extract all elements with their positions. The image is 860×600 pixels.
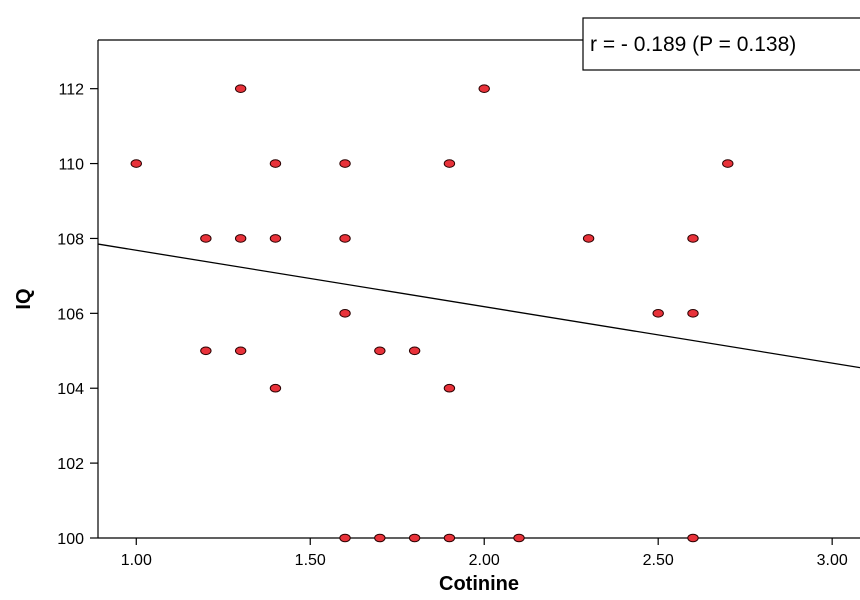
x-axis-title: Cotinine <box>439 573 519 595</box>
data-point <box>234 84 247 93</box>
y-tick-label: 108 <box>57 231 84 248</box>
data-point <box>269 383 282 393</box>
y-tick-label: 104 <box>57 381 84 398</box>
y-tick-label: 110 <box>58 157 84 174</box>
data-point <box>339 533 351 543</box>
y-axis-ticks: 100 102 104 106 108 110 112 <box>57 82 98 548</box>
data-point <box>687 533 699 543</box>
data-point <box>443 159 456 168</box>
data-point <box>339 309 351 318</box>
data-point <box>130 159 142 168</box>
data-point <box>339 159 351 168</box>
y-tick-label: 100 <box>57 531 84 548</box>
data-point <box>687 309 699 318</box>
data-point <box>374 346 386 356</box>
data-point <box>408 533 421 543</box>
axes <box>97 39 860 539</box>
y-tick-label: 112 <box>58 82 84 99</box>
annotation-text: r = - 0.189 (P = 0.138) <box>590 33 796 56</box>
data-point <box>513 533 525 543</box>
regression-line <box>97 243 860 369</box>
x-tick-label: 2.50 <box>643 552 674 569</box>
data-point <box>687 234 699 243</box>
data-point <box>408 346 421 356</box>
data-point <box>200 234 212 243</box>
x-axis-ticks: 1.00 1.50 2.00 2.50 3.00 <box>121 538 848 569</box>
x-tick-label: 2.00 <box>469 552 500 569</box>
data-point <box>652 309 664 318</box>
data-point <box>478 84 490 93</box>
x-tick-label: 3.00 <box>817 552 848 569</box>
data-point <box>443 383 456 393</box>
y-axis-title: IQ <box>13 288 35 309</box>
x-tick-label: 1.00 <box>121 552 152 569</box>
data-point <box>374 533 386 543</box>
y-tick-label: 102 <box>57 456 84 473</box>
annotation-box <box>582 17 860 71</box>
data-point <box>582 234 595 243</box>
data-point <box>269 234 282 243</box>
data-point <box>339 234 351 243</box>
data-point <box>234 234 247 243</box>
y-tick-label: 106 <box>57 306 84 323</box>
x-tick-label: 1.50 <box>295 552 326 569</box>
data-point <box>722 159 734 168</box>
data-point <box>443 533 456 543</box>
data-point <box>234 346 247 356</box>
correlation-annotation: r = - 0.189 (P = 0.138) <box>582 17 860 71</box>
data-point <box>269 159 282 168</box>
data-points <box>130 84 734 543</box>
data-point <box>200 346 212 356</box>
